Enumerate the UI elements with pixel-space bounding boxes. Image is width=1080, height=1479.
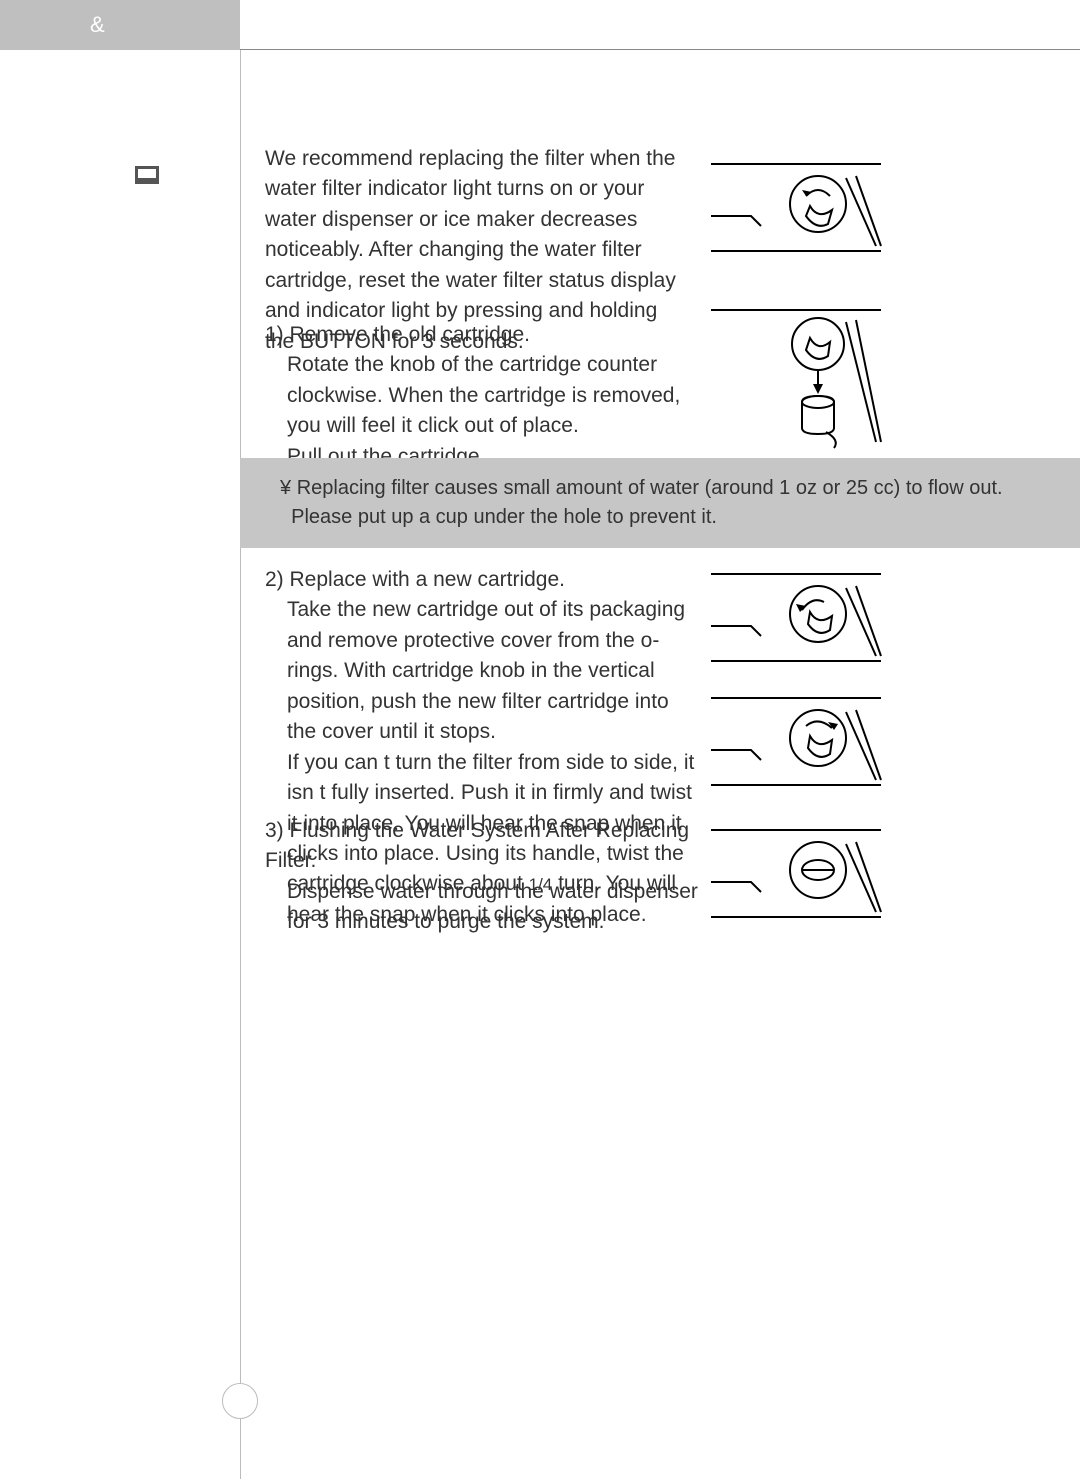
step-3: 3) Flushing the Water System After Repla… bbox=[265, 816, 703, 938]
figure-pull-out bbox=[706, 302, 886, 452]
header-tab-symbol: & bbox=[90, 12, 105, 38]
note-line-2: Please put up a cup under the hole to pr… bbox=[291, 506, 717, 528]
figure-insert-push bbox=[706, 566, 886, 666]
figure-remove-rotate bbox=[706, 156, 886, 256]
step-3-heading: 3) Flushing the Water System After Repla… bbox=[265, 816, 703, 877]
step-1: 1) Remove the old cartridge. Rotate the … bbox=[265, 320, 685, 472]
step-2-heading: 2) Replace with a new cartridge. bbox=[265, 565, 703, 595]
section-icon bbox=[135, 166, 159, 184]
note-line-1: Replacing filter causes small amount of … bbox=[297, 477, 1003, 499]
note-bullet: ¥ bbox=[280, 477, 291, 499]
header-rule bbox=[240, 49, 1080, 50]
note-band: ¥ Replacing filter causes small amount o… bbox=[240, 458, 1080, 548]
figure-installed bbox=[706, 822, 886, 922]
header-tab: & bbox=[0, 0, 240, 50]
page-number-circle bbox=[222, 1383, 258, 1419]
page-vertical-rule bbox=[240, 50, 241, 1479]
step-3-body: Dispense water through the water dispens… bbox=[265, 877, 703, 938]
figure-twist-clockwise bbox=[706, 690, 886, 790]
step-1-body-1: Rotate the knob of the cartridge counter… bbox=[265, 350, 685, 441]
note-text: ¥ Replacing filter causes small amount o… bbox=[240, 474, 1003, 532]
step-2-body-1: Take the new cartridge out of its packag… bbox=[265, 595, 703, 747]
step-1-heading: 1) Remove the old cartridge. bbox=[265, 320, 685, 350]
